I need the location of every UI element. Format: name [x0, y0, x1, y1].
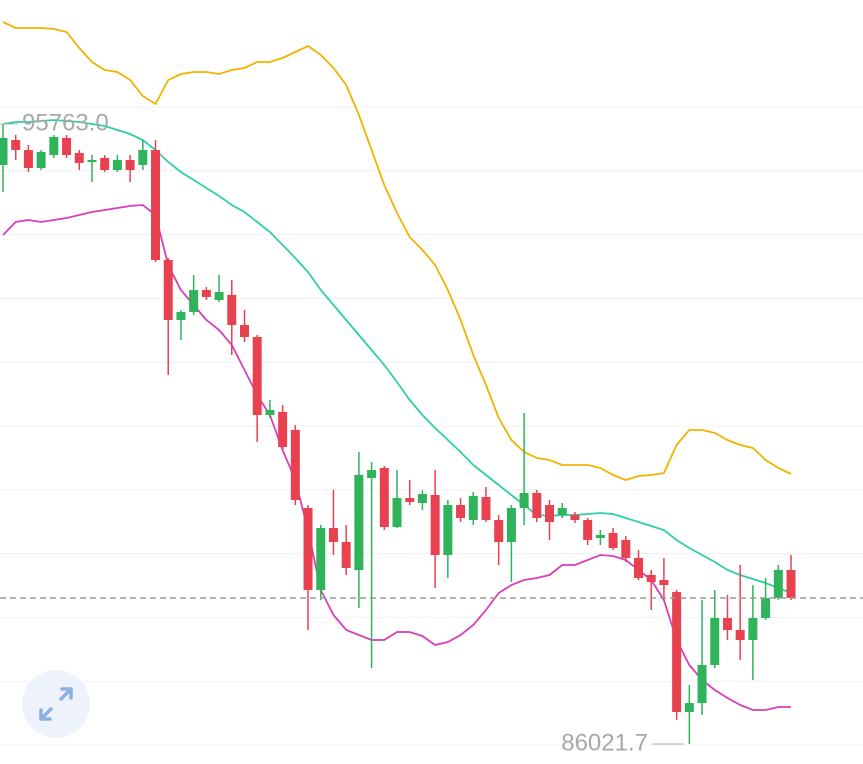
candle-body [278, 411, 288, 447]
candle-body [583, 519, 593, 540]
candle-body [354, 474, 364, 571]
candle-body [430, 494, 440, 555]
candle-body [697, 664, 707, 704]
candle-body [290, 429, 300, 500]
candle-body [595, 535, 605, 538]
candle-body [710, 617, 720, 665]
candle-body [608, 533, 618, 548]
candle-body [367, 470, 377, 478]
candle-body [328, 528, 338, 543]
candle-body [100, 157, 110, 170]
candle-body [684, 703, 694, 713]
candle-body [468, 495, 478, 520]
candle-body [151, 150, 161, 260]
candle-body [87, 160, 97, 162]
candle-body [11, 140, 21, 151]
candle-body [722, 617, 732, 631]
bands [2, 21, 792, 711]
candles [0, 123, 796, 744]
candle-body [443, 505, 453, 555]
expand-icon [39, 687, 73, 721]
candle-body [532, 492, 542, 519]
candle-body [456, 505, 466, 519]
band-line [2, 119, 792, 594]
candle-body [417, 494, 427, 503]
candle-body [519, 492, 529, 509]
candle-body [761, 598, 771, 618]
candle-body [316, 528, 326, 590]
candle-body [341, 542, 351, 568]
candle-body [49, 137, 59, 155]
candle-body [23, 150, 33, 169]
candle-body [379, 467, 389, 527]
candle-body [659, 580, 669, 586]
candle-body [672, 592, 682, 713]
candle-body [112, 160, 122, 170]
candle-body [303, 508, 313, 590]
grid [0, 106, 863, 746]
candle-body [481, 497, 491, 520]
candle-body [634, 557, 643, 579]
candle-body [125, 160, 135, 170]
candle-body [36, 151, 46, 169]
candle-body [748, 617, 758, 641]
candle-body [570, 515, 580, 520]
candle-body [557, 508, 567, 516]
candle-body [786, 570, 796, 599]
candle-body [494, 519, 504, 543]
high-label: 95763.0 [22, 109, 109, 136]
candle-body [0, 137, 8, 165]
candle-body [265, 410, 275, 415]
candle-body [506, 508, 516, 543]
candle-body [214, 292, 224, 301]
candle-body [392, 498, 402, 527]
candle-body [239, 324, 249, 338]
expand-button-bg[interactable] [22, 670, 90, 738]
candle-body [621, 539, 631, 558]
candle-body [405, 498, 415, 502]
candle-body [545, 505, 555, 523]
candle-body [227, 294, 237, 325]
candle-body [252, 337, 262, 415]
band-line [2, 21, 792, 481]
candle-body [773, 570, 783, 599]
candle-body [189, 289, 199, 312]
candle-body [646, 574, 656, 582]
candle-body [735, 630, 745, 641]
candle-body [62, 137, 72, 155]
low-label: 86021.7 [561, 729, 648, 756]
overlay: 95763.0 86021.7 [0, 109, 863, 756]
candle-body [163, 259, 173, 321]
band-line [2, 204, 791, 711]
candle-body [138, 150, 148, 165]
expand-button[interactable] [22, 670, 90, 738]
candle-body [176, 311, 186, 321]
candle-body [74, 153, 84, 163]
candle-body [201, 289, 211, 297]
